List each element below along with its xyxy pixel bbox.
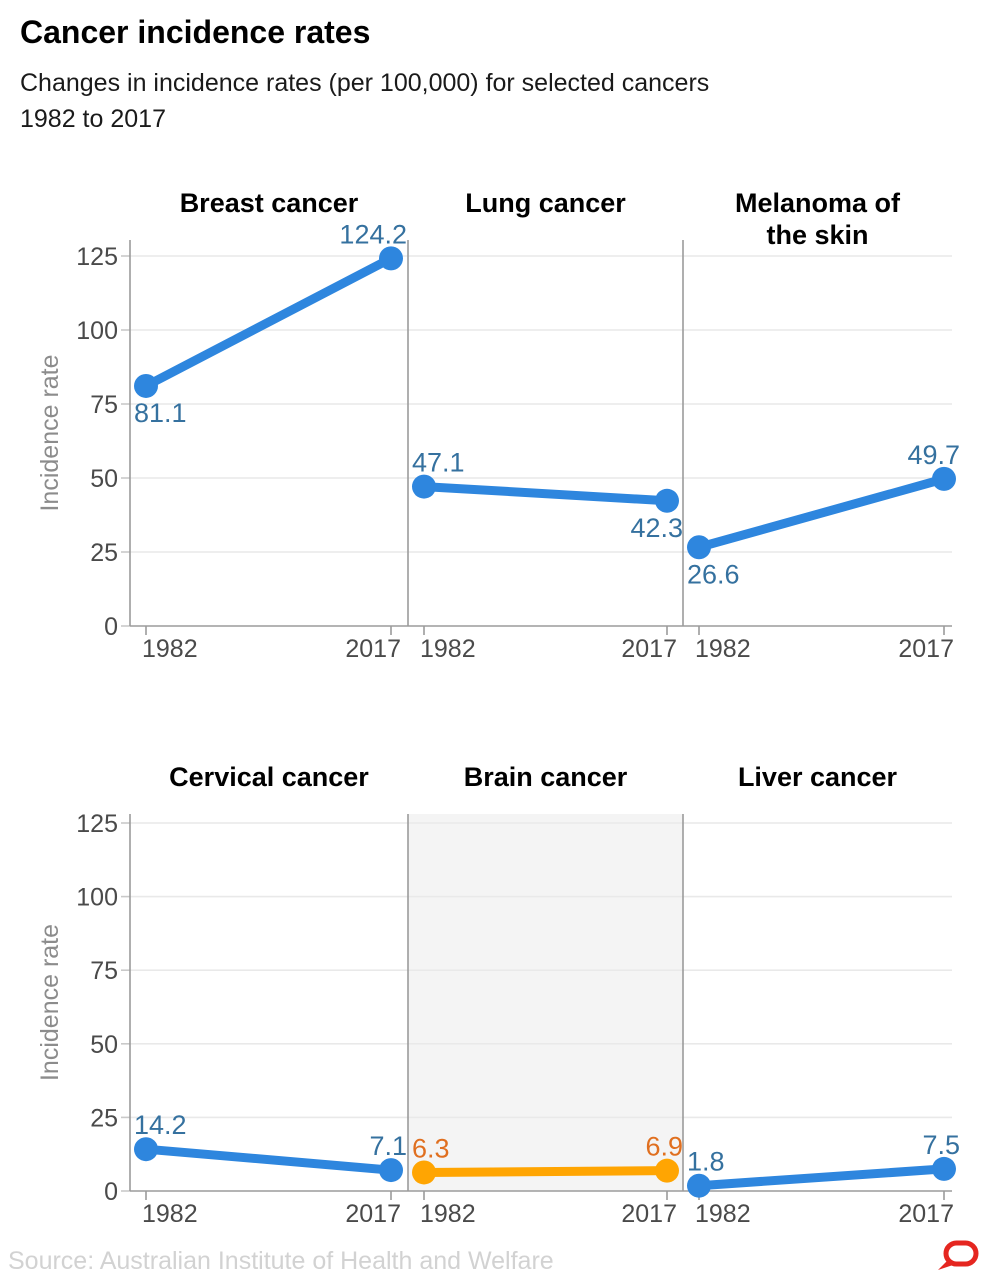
series-line	[141, 1144, 396, 1175]
page-subtitle: Changes in incidence rates (per 100,000)…	[20, 65, 960, 137]
value-label: 26.6	[687, 559, 740, 589]
panel-title: Melanoma of	[735, 188, 901, 218]
page-title: Cancer incidence rates	[20, 14, 371, 50]
value-label: 1.8	[687, 1147, 725, 1177]
data-point	[655, 488, 679, 513]
panel-title: the skin	[766, 220, 868, 250]
series-line	[419, 482, 672, 506]
series-line	[694, 474, 949, 552]
data-point	[379, 246, 403, 271]
x-tick-label: 2017	[621, 1200, 677, 1228]
value-label: 14.2	[134, 1110, 187, 1140]
panel-title: Brain cancer	[464, 762, 628, 792]
publisher-logo	[938, 1240, 979, 1270]
y-tick-label: 50	[90, 465, 118, 493]
value-label: 6.3	[412, 1133, 450, 1163]
speech-bubble-icon	[943, 1240, 979, 1267]
series-line	[141, 253, 396, 391]
x-tick-label: 1982	[695, 635, 751, 663]
y-tick-label: 100	[76, 317, 118, 345]
data-point	[134, 373, 158, 398]
data-point	[412, 1160, 436, 1185]
data-point	[932, 1156, 956, 1181]
y-tick-label: 125	[76, 243, 118, 271]
y-tick-label: 125	[76, 810, 118, 838]
header: Cancer incidence rates Changes in incide…	[20, 14, 960, 137]
x-tick-label: 2017	[898, 635, 954, 663]
highlight-background	[408, 814, 683, 1191]
x-tick-label: 2017	[345, 1200, 401, 1228]
data-point	[687, 535, 711, 560]
value-label: 81.1	[134, 398, 187, 428]
y-axis-title: Incidence rate	[36, 924, 64, 1081]
y-tick-label: 75	[90, 957, 118, 985]
y-tick-label: 0	[104, 613, 118, 641]
y-tick-label: 25	[90, 1104, 118, 1132]
value-label: 49.7	[907, 440, 960, 470]
data-point	[379, 1158, 403, 1183]
x-tick-label: 1982	[142, 635, 198, 663]
value-label: 7.1	[369, 1131, 407, 1161]
y-tick-label: 50	[90, 1031, 118, 1059]
speech-bubble-tail-icon	[938, 1260, 956, 1270]
value-label: 124.2	[339, 219, 407, 249]
data-point	[932, 466, 956, 491]
x-tick-label: 2017	[345, 635, 401, 663]
panel-title: Breast cancer	[180, 188, 359, 218]
y-tick-label: 25	[90, 539, 118, 567]
x-tick-label: 1982	[695, 1200, 751, 1228]
x-tick-label: 2017	[621, 635, 677, 663]
data-point	[134, 1137, 158, 1162]
value-label: 47.1	[412, 448, 465, 478]
subtitle-line-1: Changes in incidence rates (per 100,000)…	[20, 69, 710, 97]
y-tick-label: 75	[90, 391, 118, 419]
panel-title: Liver cancer	[738, 762, 898, 792]
value-label: 42.3	[630, 513, 683, 543]
y-tick-label: 100	[76, 884, 118, 912]
value-label: 6.9	[645, 1132, 683, 1162]
y-tick-label: 0	[104, 1178, 118, 1206]
x-tick-label: 1982	[420, 635, 476, 663]
x-tick-label: 1982	[420, 1200, 476, 1228]
y-axis-title: Incidence rate	[36, 354, 64, 511]
source-credit: Source: Australian Institute of Health a…	[8, 1247, 554, 1275]
panel-title: Cervical cancer	[169, 762, 369, 792]
subtitle-line-2: 1982 to 2017	[20, 105, 166, 133]
series-line	[419, 1166, 672, 1177]
data-point	[412, 474, 436, 499]
x-tick-label: 2017	[898, 1200, 954, 1228]
data-point	[655, 1158, 679, 1183]
series-line	[694, 1164, 949, 1191]
x-tick-label: 1982	[142, 1200, 198, 1228]
data-point	[687, 1173, 711, 1198]
panel-title: Lung cancer	[465, 188, 626, 218]
value-label: 7.5	[922, 1130, 960, 1160]
